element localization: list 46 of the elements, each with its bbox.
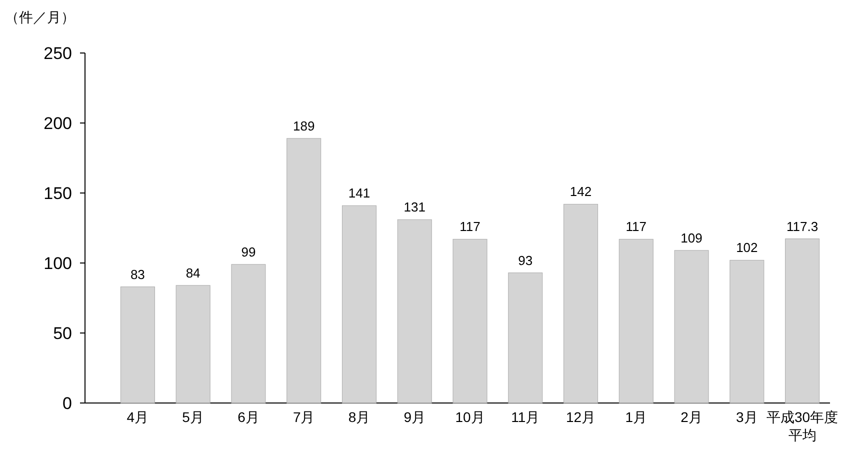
- data-label: 83: [130, 266, 145, 282]
- x-tick-label: 11月: [511, 409, 540, 425]
- x-tick-label: 3月: [736, 409, 758, 425]
- bar: [564, 204, 598, 404]
- data-label: 84: [186, 265, 200, 280]
- bar: [785, 238, 820, 404]
- data-label: 189: [292, 118, 315, 134]
- y-tick-label: 50: [53, 324, 72, 343]
- bar: [452, 238, 488, 404]
- bar: [120, 286, 155, 404]
- data-label: 93: [518, 252, 533, 268]
- data-label: 117.3: [786, 218, 818, 234]
- bar: [397, 219, 432, 404]
- x-tick-label: 7月: [292, 409, 315, 425]
- data-label: 117: [460, 219, 480, 234]
- y-tick-label: 150: [44, 184, 72, 203]
- data-label: 109: [680, 230, 702, 246]
- bar: [231, 264, 266, 404]
- x-tick-label: 10月: [455, 409, 485, 425]
- data-label: 142: [570, 184, 592, 200]
- data-label: 99: [241, 244, 256, 260]
- x-tick-label: 6月: [238, 409, 260, 425]
- x-tick-label: 平成30年度平均: [766, 409, 838, 443]
- bar: [730, 260, 764, 404]
- bar: [674, 250, 709, 404]
- data-label: 141: [348, 186, 370, 201]
- y-tick-label: 250: [44, 44, 72, 63]
- y-tick-label: 0: [62, 394, 72, 413]
- x-tick-label: 12月: [566, 409, 596, 425]
- x-tick-label: 1月: [625, 409, 648, 425]
- bar: [286, 138, 322, 404]
- y-tick-label: 100: [44, 254, 72, 273]
- y-tick-label: 200: [44, 114, 72, 133]
- x-tick-label: 4月: [126, 409, 149, 425]
- x-tick-label: 9月: [404, 409, 426, 425]
- data-label: 131: [404, 200, 426, 215]
- x-tick-label: 5月: [182, 409, 204, 425]
- y-axis-title: （件／月）: [5, 9, 75, 25]
- bar: [508, 272, 543, 404]
- x-tick-label: 8月: [348, 409, 370, 425]
- bar: [342, 205, 376, 404]
- bar: [176, 285, 210, 404]
- data-label: 117: [626, 219, 647, 234]
- x-tick-label: 2月: [680, 409, 702, 425]
- bar: [618, 238, 654, 404]
- data-label: 102: [736, 240, 758, 256]
